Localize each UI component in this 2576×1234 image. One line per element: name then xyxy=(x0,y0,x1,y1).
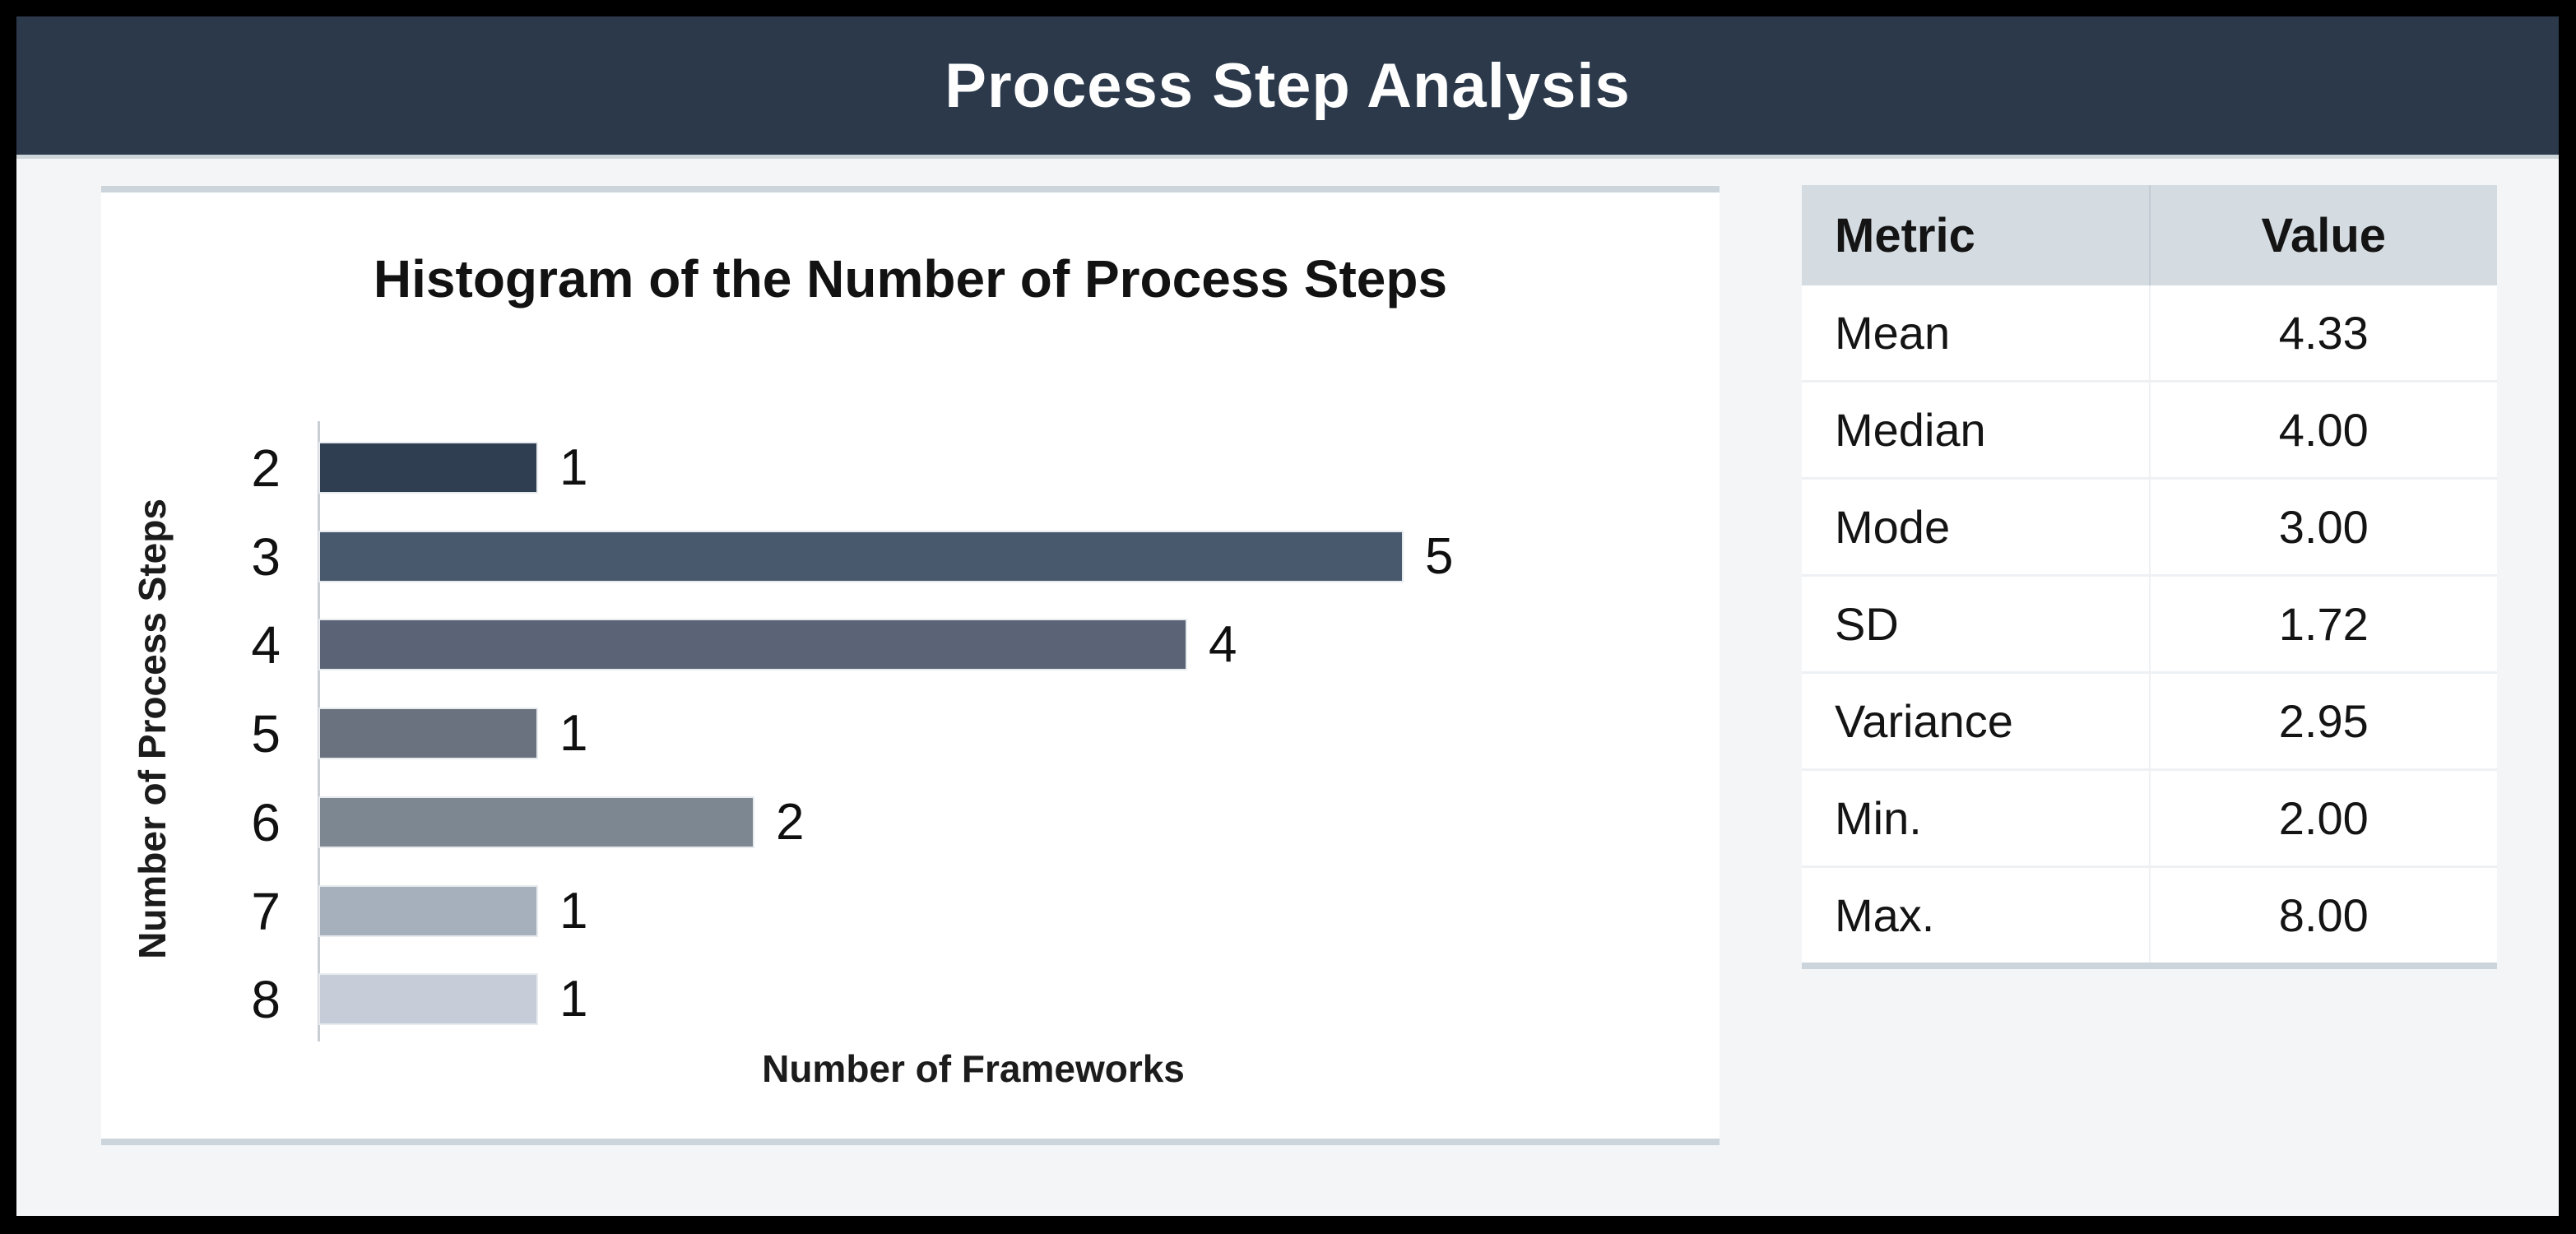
metric-cell: Variance xyxy=(1802,671,2151,770)
bar-category-5 xyxy=(318,707,538,759)
bar-category-8 xyxy=(318,973,538,1025)
metric-cell: Max. xyxy=(1802,865,2151,966)
y-tick-label-5: 5 xyxy=(251,703,281,763)
metric-cell: Min. xyxy=(1802,768,2151,867)
bar-category-2 xyxy=(318,442,538,494)
table-row: Mean 4.33 xyxy=(1802,285,2497,382)
stats-table: Metric Value Mean 4.33 Median 4.00 Mode 3.00 S… xyxy=(1802,185,2497,969)
stats-table-body: Mean 4.33 Median 4.00 Mode 3.00 SD 1.72 Variance… xyxy=(1802,285,2497,966)
value-cell: 4.00 xyxy=(2149,380,2497,479)
table-row: Mode 3.00 xyxy=(1802,477,2497,576)
bar-value-label: 2 xyxy=(776,794,805,851)
app-header: Process Step Analysis xyxy=(16,16,2559,159)
table-row: Max. 8.00 xyxy=(1802,865,2497,966)
bar-value-label: 5 xyxy=(1425,528,1454,585)
bar-value-label: 1 xyxy=(559,705,588,762)
bar-category-3 xyxy=(318,531,1404,582)
y-axis-label: Number of Process Steps xyxy=(131,499,174,959)
value-cell: 2.95 xyxy=(2149,671,2497,770)
table-row: Variance 2.95 xyxy=(1802,671,2497,770)
x-axis-label: Number of Frameworks xyxy=(762,1047,1185,1090)
value-cell: 2.00 xyxy=(2149,768,2497,867)
bar-category-7 xyxy=(318,885,538,937)
bar-value-label: 4 xyxy=(1209,616,1237,673)
metric-cell: Median xyxy=(1802,380,2151,479)
value-cell: 8.00 xyxy=(2149,865,2497,966)
chart-title: Histogram of the Number of Process Steps xyxy=(373,249,1448,308)
bar-category-6 xyxy=(318,796,754,848)
page-title: Process Step Analysis xyxy=(945,50,1631,121)
y-tick-label-6: 6 xyxy=(251,792,281,852)
metric-cell: SD xyxy=(1802,574,2151,673)
plot-area: 1 5 4 1 2 1 1 xyxy=(318,421,1604,1041)
bar-value-label: 1 xyxy=(559,883,588,939)
bar-value-label: 1 xyxy=(559,439,588,496)
y-tick-label-4: 4 xyxy=(251,615,281,675)
y-tick-label-2: 2 xyxy=(251,438,281,498)
table-row: Min. 2.00 xyxy=(1802,768,2497,867)
bar-category-4 xyxy=(318,619,1187,670)
y-tick-label-7: 7 xyxy=(251,881,281,941)
value-cell: 1.72 xyxy=(2149,574,2497,673)
table-row: Median 4.00 xyxy=(1802,380,2497,479)
y-tick-label-8: 8 xyxy=(251,969,281,1029)
column-header-value: Value xyxy=(2149,185,2497,285)
column-header-metric: Metric xyxy=(1802,185,2151,285)
page: Process Step Analysis Histogram of the N… xyxy=(16,16,2559,1216)
stats-table-header: Metric Value xyxy=(1802,185,2497,285)
value-cell: 3.00 xyxy=(2149,477,2497,576)
value-cell: 4.33 xyxy=(2278,307,2369,359)
table-row: SD 1.72 xyxy=(1802,574,2497,673)
metric-cell: Mode xyxy=(1802,477,2151,576)
chart-card: Histogram of the Number of Process Steps… xyxy=(101,186,1720,1145)
y-tick-label-3: 3 xyxy=(251,527,281,587)
bar-value-label: 1 xyxy=(559,971,588,1028)
metric-cell: Mean xyxy=(1802,285,2151,382)
